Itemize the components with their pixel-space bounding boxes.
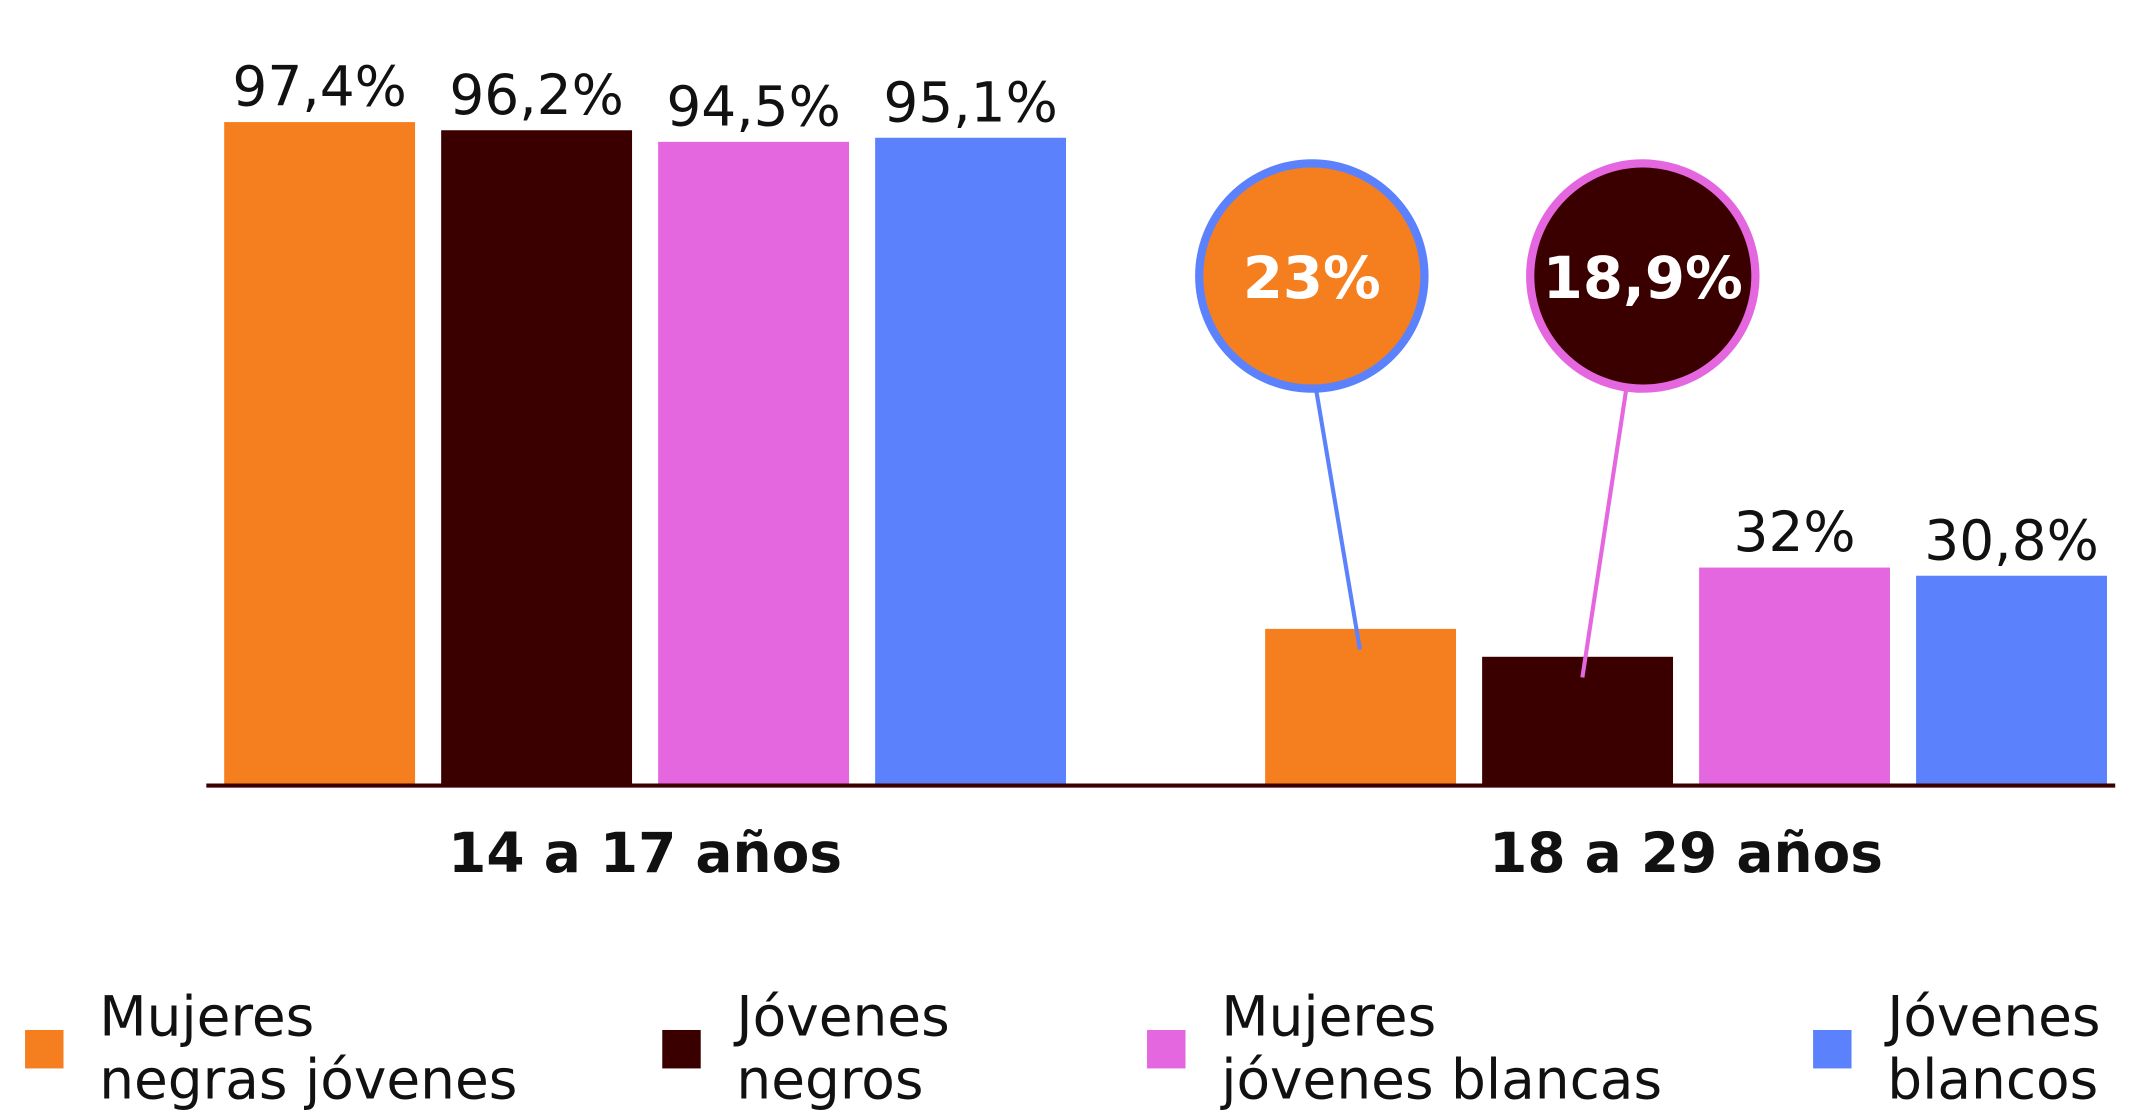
bar [1916,575,2107,786]
value-label: 97,4% [232,55,406,119]
legend-line: negros [736,1048,923,1111]
bar [1482,656,1674,786]
legend-label: Jóvenes negros [733,984,949,1111]
value-label: 30,8% [1924,508,2098,572]
bar [224,122,416,786]
legend-label: Mujeres jóvenes blancas [1220,984,1662,1111]
legend-line: Jóvenes [1884,984,2100,1048]
x-tick-label: 18 a 29 años [1489,821,1883,885]
legend-label: Mujeres negras jóvenes [99,984,517,1111]
legend-swatch [25,1029,64,1069]
callout-line [1313,388,1362,650]
value-label: 32% [1734,500,1856,564]
bar [1265,628,1457,786]
legend-swatch [662,1029,701,1069]
callout-line [1580,388,1629,678]
legend-label: Jóvenes blancos [1884,984,2100,1111]
value-label: 95,1% [883,70,1057,134]
legend-swatch [1147,1029,1186,1069]
legend-line: Mujeres [99,984,314,1048]
legend-swatch [1813,1029,1852,1069]
bar [875,137,1067,786]
callout-circle [1526,159,1760,393]
legend-line: blancos [1887,1048,2098,1111]
bar [658,141,850,786]
legend-line: Jóvenes [733,984,949,1048]
legend-line: negras jóvenes [99,1048,517,1111]
callout-circle [1195,159,1429,393]
legend-line: Mujeres [1221,984,1436,1048]
legend-line: jóvenes blancas [1220,1048,1662,1111]
bar [441,130,633,786]
bar [1699,567,1890,786]
value-label: 94,5% [666,74,840,138]
x-tick-label: 14 a 17 años [448,821,842,885]
value-label: 18,9% [1543,244,1743,312]
value-label: 23% [1243,244,1381,312]
value-label: 96,2% [449,63,623,127]
